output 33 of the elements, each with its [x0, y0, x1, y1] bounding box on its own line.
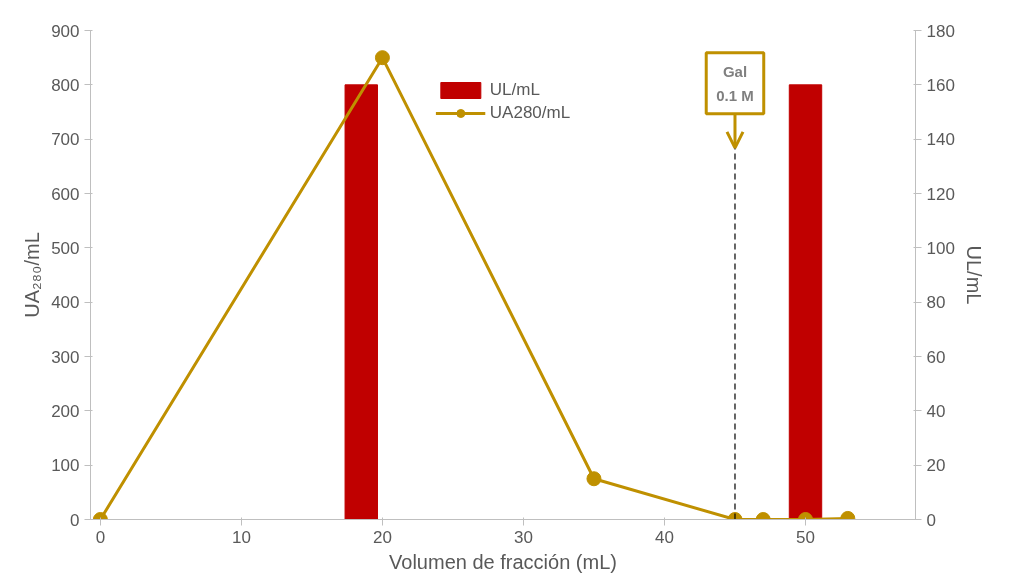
- legend-label: UA280/mL: [489, 103, 571, 123]
- x-tick-label: 10: [231, 527, 251, 547]
- y-tick-label: 600: [51, 184, 80, 204]
- y-tick-label: 700: [51, 130, 80, 150]
- x-tick-label: 20: [372, 527, 392, 547]
- y-axis-title: UA₂₈₀/mL: [21, 232, 44, 318]
- y-tick-label: 900: [51, 21, 80, 41]
- y-tick-label: 200: [51, 401, 80, 421]
- x-tick-label: 40: [655, 527, 674, 547]
- x-tick-label: 0: [95, 527, 106, 547]
- y2-tick-label: 140: [926, 130, 955, 150]
- x-axis-title: Volumen de fracción (mL): [389, 550, 617, 573]
- y2-tick-label: 60: [926, 347, 946, 367]
- y2-tick-label: 20: [926, 456, 946, 476]
- y-tick-label: 100: [51, 456, 80, 476]
- x-tick-label: 50: [796, 527, 815, 547]
- y-tick-label: 300: [51, 347, 80, 367]
- y2-tick-label: 160: [926, 75, 955, 95]
- legend-label: UL/mL: [489, 80, 540, 100]
- ref-line-label: Gal 0.1 M: [716, 62, 754, 104]
- y2-axis-title: UL/mL: [962, 245, 985, 305]
- y2-tick-label: 180: [926, 21, 955, 41]
- y-tick-label: 800: [51, 75, 80, 95]
- y2-tick-label: 100: [926, 238, 955, 258]
- y2-tick-label: 40: [926, 401, 946, 421]
- y-tick-label: 400: [51, 293, 80, 313]
- y2-tick-label: 80: [926, 293, 946, 313]
- y2-tick-label: 120: [926, 184, 955, 204]
- y-tick-label: 0: [70, 510, 80, 530]
- x-tick-label: 30: [513, 527, 533, 547]
- point: [374, 50, 390, 66]
- y2-tick-label: 0: [926, 510, 936, 530]
- y-tick-label: 500: [51, 238, 80, 258]
